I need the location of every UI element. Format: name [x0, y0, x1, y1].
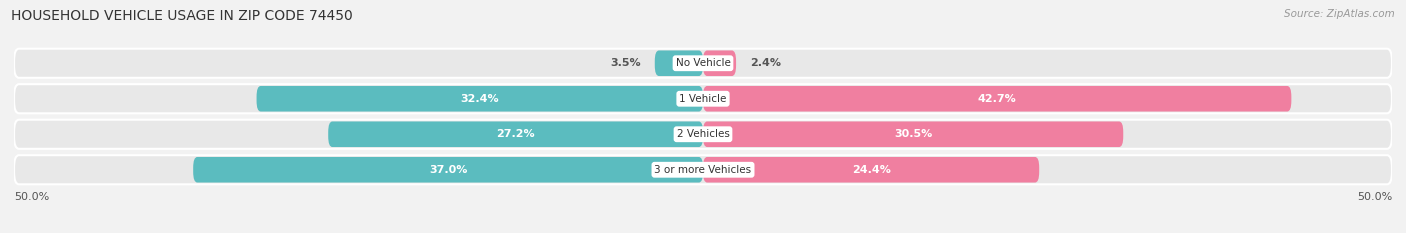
FancyBboxPatch shape — [655, 51, 703, 76]
FancyBboxPatch shape — [14, 120, 1392, 149]
Text: 42.7%: 42.7% — [977, 94, 1017, 104]
FancyBboxPatch shape — [256, 86, 703, 112]
Text: 50.0%: 50.0% — [1357, 192, 1392, 202]
FancyBboxPatch shape — [14, 84, 1392, 113]
Text: No Vehicle: No Vehicle — [675, 58, 731, 68]
FancyBboxPatch shape — [703, 51, 737, 76]
FancyBboxPatch shape — [14, 49, 1392, 78]
FancyBboxPatch shape — [14, 155, 1392, 184]
Text: Source: ZipAtlas.com: Source: ZipAtlas.com — [1284, 9, 1395, 19]
Text: 2 Vehicles: 2 Vehicles — [676, 129, 730, 139]
FancyBboxPatch shape — [703, 86, 1291, 112]
Text: 3.5%: 3.5% — [610, 58, 641, 68]
FancyBboxPatch shape — [703, 121, 1123, 147]
Text: 1 Vehicle: 1 Vehicle — [679, 94, 727, 104]
Text: 30.5%: 30.5% — [894, 129, 932, 139]
FancyBboxPatch shape — [193, 157, 703, 182]
Text: 37.0%: 37.0% — [429, 165, 467, 175]
Text: 3 or more Vehicles: 3 or more Vehicles — [654, 165, 752, 175]
Text: 50.0%: 50.0% — [14, 192, 49, 202]
FancyBboxPatch shape — [328, 121, 703, 147]
FancyBboxPatch shape — [703, 157, 1039, 182]
Text: HOUSEHOLD VEHICLE USAGE IN ZIP CODE 74450: HOUSEHOLD VEHICLE USAGE IN ZIP CODE 7445… — [11, 9, 353, 23]
Text: 27.2%: 27.2% — [496, 129, 534, 139]
Text: 24.4%: 24.4% — [852, 165, 890, 175]
Text: 2.4%: 2.4% — [749, 58, 780, 68]
Text: 32.4%: 32.4% — [461, 94, 499, 104]
